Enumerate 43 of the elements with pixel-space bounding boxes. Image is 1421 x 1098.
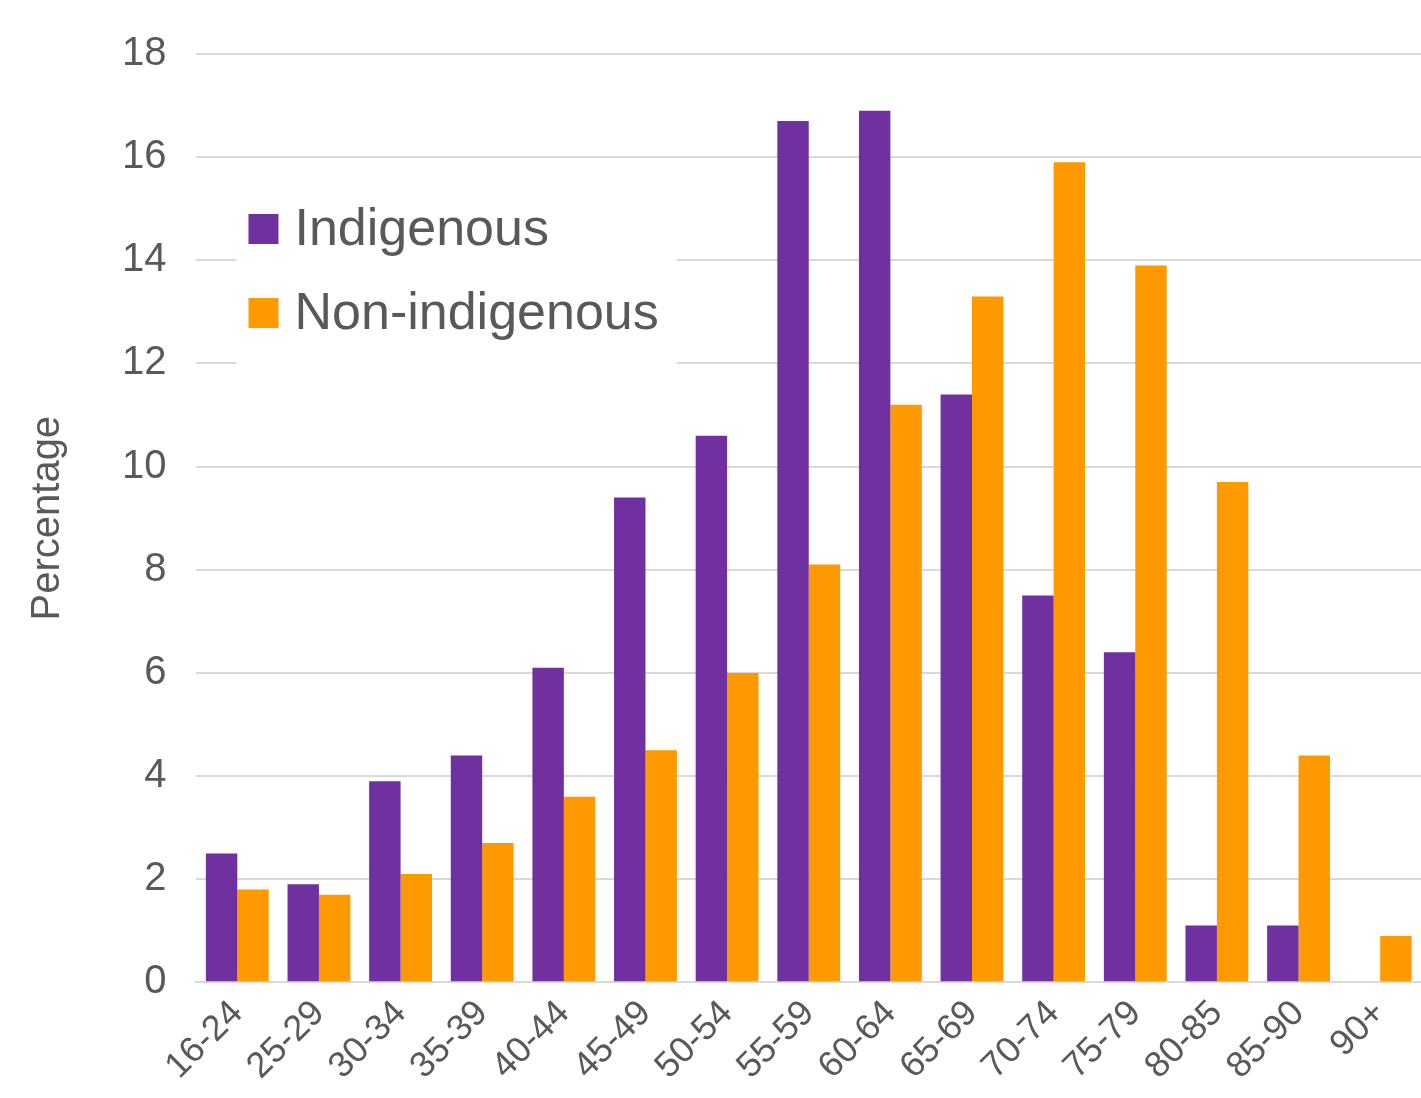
bar: [1022, 595, 1054, 982]
legend-label: Indigenous: [294, 198, 549, 257]
bar: [450, 755, 483, 982]
bar: [777, 121, 809, 982]
bar: [1267, 925, 1299, 982]
bar: [482, 843, 514, 982]
y-tick-label: 14: [121, 235, 167, 280]
bar: [614, 497, 646, 982]
y-tick-label: 16: [121, 132, 167, 177]
bar: [695, 435, 728, 982]
bar: [369, 781, 401, 982]
y-tick-label: 12: [121, 338, 167, 383]
bar: [1298, 755, 1330, 982]
y-axis-title: Percentage: [23, 415, 68, 621]
bar: [318, 894, 351, 982]
bar: [1185, 925, 1217, 982]
y-tick-label: 10: [121, 441, 167, 486]
bar: [1216, 482, 1249, 982]
bar: [532, 667, 564, 982]
bar: [808, 564, 841, 982]
y-tick-label: 8: [144, 544, 167, 589]
bar: [237, 889, 269, 982]
y-tick-label: 2: [144, 854, 167, 899]
bar: [972, 296, 1004, 982]
x-tick-label: 90+: [1320, 991, 1393, 1064]
y-tick-label: 4: [144, 751, 167, 796]
bar: [1053, 162, 1086, 982]
bar: [563, 796, 596, 982]
y-tick-label: 6: [144, 647, 167, 692]
bar: [400, 874, 433, 982]
bar: [1135, 265, 1167, 982]
bar: [727, 672, 759, 982]
bar: [287, 884, 319, 982]
legend-label: Non-indigenous: [294, 282, 659, 341]
bar: [645, 750, 677, 982]
bar: [205, 853, 238, 982]
bar: [940, 394, 973, 982]
bar: [1103, 652, 1136, 982]
bar: [858, 110, 891, 982]
bar: [1380, 935, 1412, 982]
y-tick-label: 0: [144, 957, 167, 1002]
bar: [890, 404, 922, 982]
y-tick-label: 18: [121, 29, 167, 74]
